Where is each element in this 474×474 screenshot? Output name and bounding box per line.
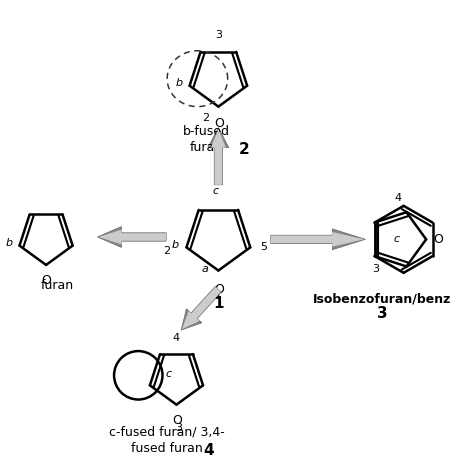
Text: b: b: [6, 238, 13, 248]
Text: O: O: [214, 117, 224, 130]
Text: furan: furan: [41, 279, 74, 292]
Polygon shape: [97, 227, 166, 247]
Text: 4: 4: [173, 333, 180, 343]
Text: 2: 2: [202, 113, 209, 123]
Polygon shape: [181, 286, 221, 330]
Text: 5: 5: [260, 242, 267, 252]
Polygon shape: [271, 232, 364, 246]
Text: O: O: [172, 414, 182, 427]
Text: 3: 3: [373, 264, 380, 274]
Text: 1: 1: [215, 292, 222, 301]
Polygon shape: [271, 229, 365, 250]
Text: c: c: [213, 186, 219, 197]
Polygon shape: [208, 128, 229, 185]
Text: O: O: [214, 283, 224, 296]
Text: b-fused
furan: b-fused furan: [183, 125, 230, 154]
Text: 4: 4: [394, 193, 401, 203]
Polygon shape: [182, 287, 221, 329]
Text: c: c: [165, 369, 171, 379]
Text: 3: 3: [215, 29, 222, 39]
Text: 3: 3: [377, 306, 388, 321]
Text: c: c: [394, 234, 400, 244]
Text: O: O: [434, 233, 444, 246]
Text: Isobenzofuran/benz: Isobenzofuran/benz: [313, 292, 451, 305]
Text: a: a: [202, 264, 209, 274]
Text: b: b: [172, 240, 179, 250]
Text: 3: 3: [175, 423, 182, 433]
Text: 1: 1: [213, 296, 224, 311]
Text: 2: 2: [238, 142, 249, 156]
Text: 4: 4: [204, 443, 214, 458]
Text: 2: 2: [164, 246, 171, 256]
Text: c-fused furan/ 3,4-
fused furan: c-fused furan/ 3,4- fused furan: [109, 426, 225, 455]
Polygon shape: [99, 230, 166, 244]
Polygon shape: [211, 129, 226, 185]
Text: b: b: [176, 78, 183, 88]
Text: O: O: [42, 274, 52, 287]
